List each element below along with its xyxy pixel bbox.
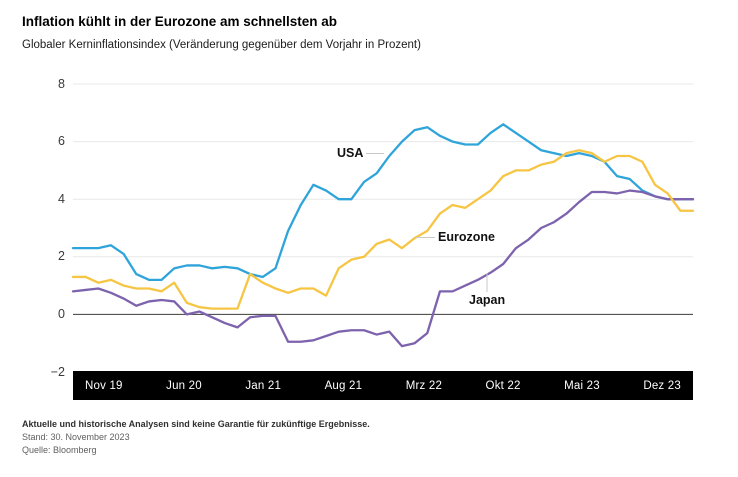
x-axis-label: Aug 21 bbox=[324, 379, 363, 392]
x-axis-label: Jan 21 bbox=[245, 379, 282, 392]
chart-subtitle: Globaler Kerninflationsindex (Veränderun… bbox=[22, 39, 421, 51]
as-of-date: Stand: 30. November 2023 bbox=[22, 432, 130, 442]
x-axis-label: Dez 23 bbox=[643, 379, 681, 392]
x-axis-label: Okt 22 bbox=[485, 379, 521, 392]
usa-line bbox=[71, 123, 695, 281]
x-axis-label: Nov 19 bbox=[85, 379, 123, 392]
y-axis-label: 0 bbox=[58, 307, 65, 321]
x-axis-band: Nov 19 Jun 20 Jan 21 Aug 21 Mrz 22 Okt 2… bbox=[73, 371, 693, 400]
y-axis-label: 2 bbox=[58, 249, 65, 263]
disclaimer-text: Aktuelle und historische Analysen sind k… bbox=[22, 419, 370, 429]
chart-title: Inflation kühlt in der Eurozone am schne… bbox=[22, 14, 338, 29]
eurozone-line bbox=[71, 149, 695, 310]
japan-series-label: Japan bbox=[469, 293, 506, 307]
y-axis-label: 8 bbox=[58, 76, 65, 91]
y-axis-label: 4 bbox=[58, 191, 65, 206]
usa-series-label: USA bbox=[337, 146, 364, 160]
y-axis-label: −2 bbox=[50, 364, 65, 379]
source-text: Quelle: Bloomberg bbox=[22, 445, 97, 455]
eurozone-series-label: Eurozone bbox=[438, 230, 495, 244]
y-axis-label: 6 bbox=[58, 134, 65, 148]
x-axis-label: Mrz 22 bbox=[405, 379, 443, 392]
x-axis-label: Jun 20 bbox=[166, 379, 202, 392]
x-axis-label: Mai 23 bbox=[564, 379, 600, 392]
japan-line bbox=[71, 189, 695, 348]
